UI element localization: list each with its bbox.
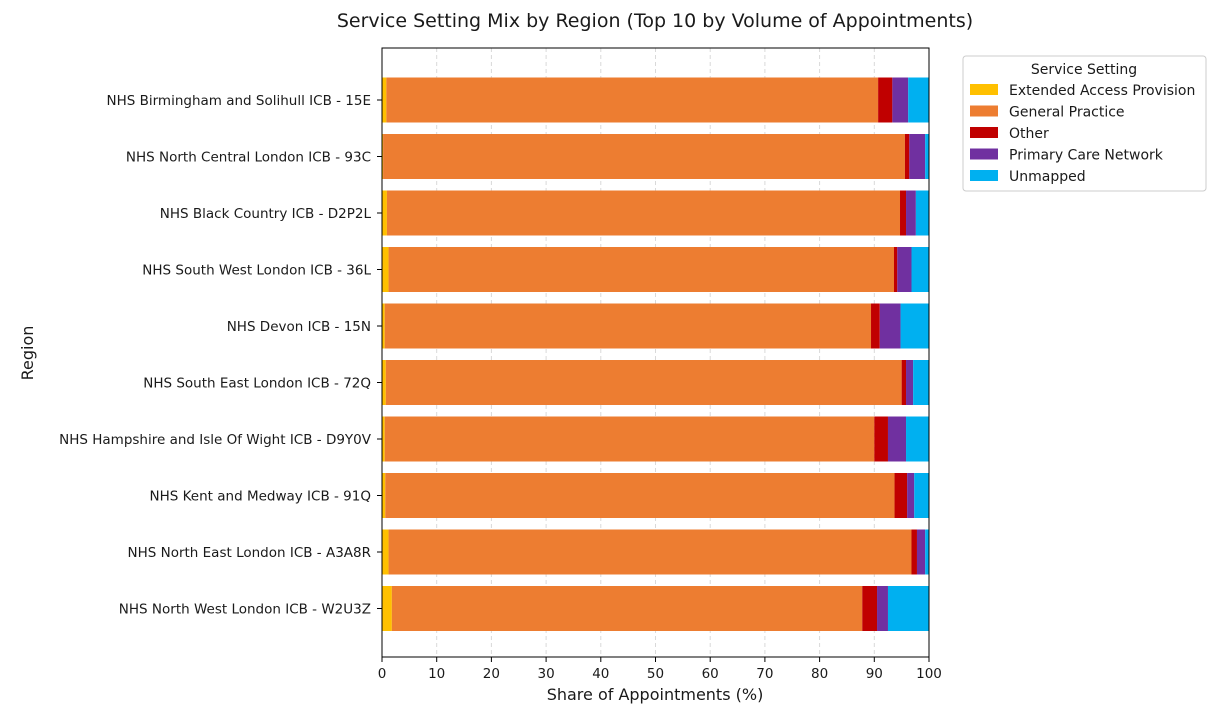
y-axis-label: Region [18, 326, 37, 381]
bar-unmapped-3 [915, 190, 929, 236]
bar-general-practice-8 [385, 473, 895, 518]
bar-unmapped-4 [911, 247, 929, 292]
x-tick-label: 10 [428, 666, 445, 682]
bar-primary-care-network-3 [906, 190, 916, 236]
bar-unmapped-1 [908, 77, 929, 123]
bar-unmapped-2 [925, 134, 929, 179]
legend-swatch-other [970, 127, 998, 138]
bar-extended-access-provision-7 [382, 416, 385, 462]
bar-primary-care-network-5 [879, 303, 901, 349]
x-tick-label: 90 [866, 666, 883, 682]
legend-label-unmapped: Unmapped [1009, 169, 1086, 185]
bar-extended-access-provision-10 [382, 586, 392, 631]
legend-label-extended-access-provision: Extended Access Provision [1009, 83, 1195, 99]
x-tick-label: 50 [647, 666, 664, 682]
x-axis-label: Share of Appointments (%) [547, 685, 764, 704]
legend-title: Service Setting [1031, 62, 1137, 78]
x-tick-label: 70 [756, 666, 773, 682]
legend-label-primary-care-network: Primary Care Network [1009, 148, 1164, 164]
bar-other-9 [911, 529, 917, 575]
x-tick-label: 30 [538, 666, 555, 682]
y-tick-label: NHS North East London ICB - A3A8R [127, 545, 371, 561]
bar-primary-care-network-4 [897, 247, 912, 292]
bar-primary-care-network-9 [916, 529, 926, 575]
bar-other-10 [862, 586, 878, 631]
legend-label-other: Other [1009, 126, 1049, 142]
y-tick-label: NHS Black Country ICB - D2P2L [160, 206, 372, 222]
bar-primary-care-network-10 [877, 586, 888, 631]
bar-general-practice-2 [383, 134, 905, 179]
bar-general-practice-6 [385, 360, 902, 405]
bar-general-practice-9 [388, 529, 912, 575]
bar-primary-care-network-6 [906, 360, 914, 405]
legend-label-general-practice: General Practice [1009, 105, 1125, 121]
y-axis-ticks: NHS Birmingham and Solihull ICB - 15E NHS… [59, 93, 382, 618]
bar-general-practice-4 [388, 247, 894, 292]
bar-extended-access-provision-3 [382, 190, 387, 236]
y-tick-label: NHS North West London ICB - W2U3Z [119, 602, 371, 618]
y-tick-label: NHS Hampshire and Isle Of Wight ICB - D9… [59, 432, 372, 448]
bar-general-practice-7 [384, 416, 875, 462]
legend-items: Extended Access Provision General Practic… [970, 83, 1195, 185]
bar-other-1 [878, 77, 893, 123]
bar-general-practice-5 [384, 303, 872, 349]
legend-swatch-extended-access-provision [970, 84, 998, 95]
bar-primary-care-network-1 [892, 77, 909, 123]
bar-other-8 [894, 473, 908, 518]
bar-general-practice-10 [391, 586, 863, 631]
bar-extended-access-provision-5 [382, 303, 385, 349]
bar-general-practice-1 [386, 77, 879, 123]
bar-extended-access-provision-4 [382, 247, 389, 292]
bar-primary-care-network-2 [909, 134, 926, 179]
y-tick-label: NHS South West London ICB - 36L [142, 263, 371, 279]
legend-swatch-unmapped [970, 170, 998, 181]
y-tick-label: NHS North Central London ICB - 93C [126, 150, 371, 166]
bar-other-5 [871, 303, 880, 349]
bar-primary-care-network-7 [887, 416, 907, 462]
bar-extended-access-provision-9 [382, 529, 389, 575]
chart-title: Service Setting Mix by Region (Top 10 by… [337, 10, 973, 32]
bar-extended-access-provision-2 [382, 134, 384, 179]
bar-unmapped-5 [900, 303, 929, 349]
bar-unmapped-9 [925, 529, 929, 575]
legend-swatch-primary-care-network [970, 148, 998, 160]
bar-extended-access-provision-6 [382, 360, 386, 405]
bar-other-6 [901, 360, 907, 405]
bar-unmapped-8 [914, 473, 929, 518]
bar-unmapped-10 [887, 586, 929, 631]
legend-swatch-general-practice [970, 105, 998, 117]
y-tick-label: NHS Kent and Medway ICB - 91Q [150, 489, 371, 505]
legend-box [962, 55, 1207, 192]
x-tick-label: 60 [702, 666, 719, 682]
bar-unmapped-7 [906, 416, 929, 462]
legend: Service Setting Extended Access Provisio… [962, 55, 1207, 192]
bar-general-practice-3 [386, 190, 901, 236]
y-tick-label: NHS Devon ICB - 15N [227, 319, 371, 335]
x-tick-label: 20 [483, 666, 500, 682]
bar-other-2 [904, 134, 910, 179]
bar-extended-access-provision-1 [382, 77, 387, 123]
x-tick-label: 40 [592, 666, 609, 682]
x-tick-label: 0 [378, 666, 387, 682]
y-tick-label: NHS South East London ICB - 72Q [143, 376, 371, 392]
x-tick-label: 80 [811, 666, 828, 682]
bar-unmapped-6 [913, 360, 929, 405]
bar-other-4 [893, 247, 898, 292]
x-tick-label: 100 [916, 666, 942, 682]
y-tick-label: NHS Birmingham and Solihull ICB - 15E [107, 93, 372, 109]
bars [382, 77, 929, 631]
bar-primary-care-network-8 [907, 473, 915, 518]
bar-extended-access-provision-8 [382, 473, 386, 518]
bar-other-3 [900, 190, 907, 236]
x-axis-ticks: 0 10 20 30 40 50 60 70 80 90 100 [378, 657, 942, 682]
bar-other-7 [874, 416, 888, 462]
